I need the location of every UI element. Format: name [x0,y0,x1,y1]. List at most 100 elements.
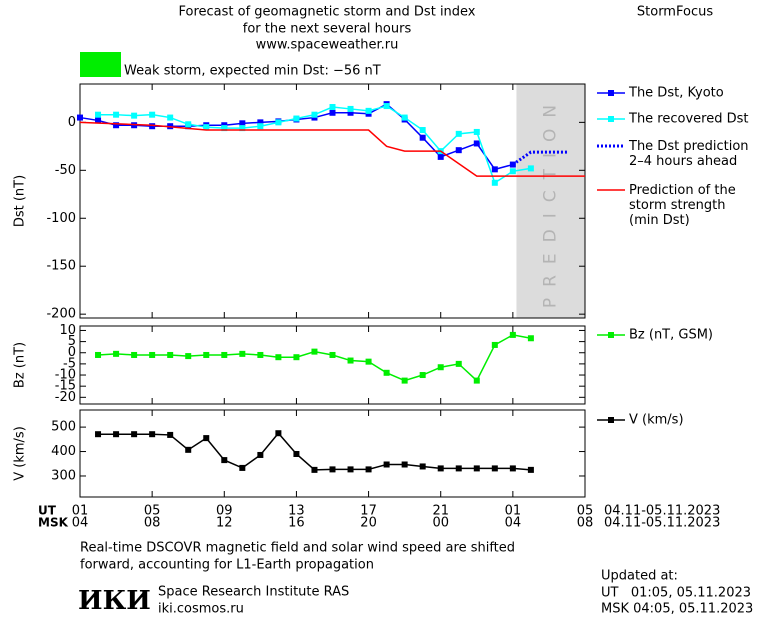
y-tick-label: -200 [46,307,76,322]
data-point [293,115,300,122]
plot-frame [79,409,586,498]
data-point [275,354,282,361]
data-point [527,165,534,172]
data-point [383,369,390,376]
series-line [79,103,514,171]
data-point [509,168,516,175]
data-point [95,431,102,438]
x-tick-label: 08 [144,516,161,531]
data-point [455,147,462,154]
x-tick-label: 13 [288,504,305,519]
data-point [419,372,426,379]
x-tick-label: 12 [216,516,233,531]
data-point [293,354,300,361]
x-row-name: UT [38,504,57,518]
data-point [95,111,102,118]
y-tick-label: 0 [68,345,76,360]
legend-label: The Dst, Kyoto [628,86,724,101]
y-axis-label: Dst (nT) [13,175,28,227]
data-point [131,351,138,358]
data-point [167,114,174,121]
data-point [131,431,138,438]
data-point [203,435,210,442]
title-line: for the next several hours [243,22,412,37]
data-point [185,446,192,453]
data-point [419,134,426,141]
data-point [167,351,174,358]
x-tick-label: 17 [360,504,377,519]
data-point [491,341,498,348]
data-point [401,377,408,384]
data-point [185,353,192,360]
data-point [491,179,498,186]
y-axis-label: V (km/s) [13,426,28,481]
series-line [97,334,532,382]
title-line: www.spaceweather.ru [256,38,399,53]
y-tick-label: 5 [68,334,76,349]
updated-line: UT 01:05, 05.11.2023 [601,586,751,601]
data-point [239,464,246,471]
y-axis-label: Bz (nT) [13,342,28,388]
data-point [473,465,480,472]
y-tick-label: 500 [51,420,76,435]
data-point [419,127,426,134]
legend-label: The Dst prediction 2–4 hours ahead [628,139,749,169]
y-tick-label: -50 [55,163,76,178]
x-tick-label: 09 [216,504,233,519]
data-point [113,122,120,129]
data-point [527,335,534,342]
data-point [401,461,408,468]
y-tick-label: -10 [55,368,76,383]
date-range: 04.11-05.11.2023 [604,504,720,519]
x-tick-label: 01 [505,504,522,519]
data-point [473,377,480,384]
data-point [257,119,264,126]
data-point [275,119,282,126]
storm-label: Weak storm, expected min Dst: −56 nT [124,64,381,79]
x-tick-label: 05 [144,504,161,519]
data-point [455,360,462,367]
institute: Space Research Institute RAS [158,585,349,600]
data-point [347,105,354,112]
data-point [239,125,246,132]
legend-marker [608,332,614,338]
data-point [239,350,246,357]
updated-line: Updated at: [601,569,678,584]
data-point [95,351,102,358]
data-point [473,140,480,147]
x-tick-label: 04 [72,516,89,531]
y-tick-label: -150 [46,259,76,274]
data-point [113,111,120,118]
footer-note: Real-time DSCOVR magnetic field and sola… [80,541,515,556]
data-point [329,351,336,358]
data-point [149,351,156,358]
x-tick-label: 04 [505,516,522,531]
data-point [527,466,534,473]
y-tick-label: -100 [46,211,76,226]
data-point [347,357,354,364]
data-point [491,166,498,173]
plot-frame [79,83,586,319]
y-tick-label: 10 [59,323,76,338]
data-point [149,111,156,118]
data-point [221,125,228,132]
data-point [437,465,444,472]
x-tick-label: 01 [72,504,89,519]
y-tick-label: 300 [51,468,76,483]
data-point [509,465,516,472]
data-point [365,107,372,114]
prediction-label: PREDICTION [541,94,561,308]
x-row-name: MSK [38,516,69,530]
data-point [329,104,336,111]
data-point [509,331,516,338]
data-point [257,451,264,458]
storm-swatch [80,52,121,77]
data-point [401,114,408,121]
data-point [293,450,300,457]
legend-label: Prediction of the storm strength (min Dst) [629,183,736,228]
data-point [113,431,120,438]
legend-label: Bz (nT, GSM) [629,328,713,343]
logo: ИКИ [78,586,151,616]
data-point [455,130,462,137]
